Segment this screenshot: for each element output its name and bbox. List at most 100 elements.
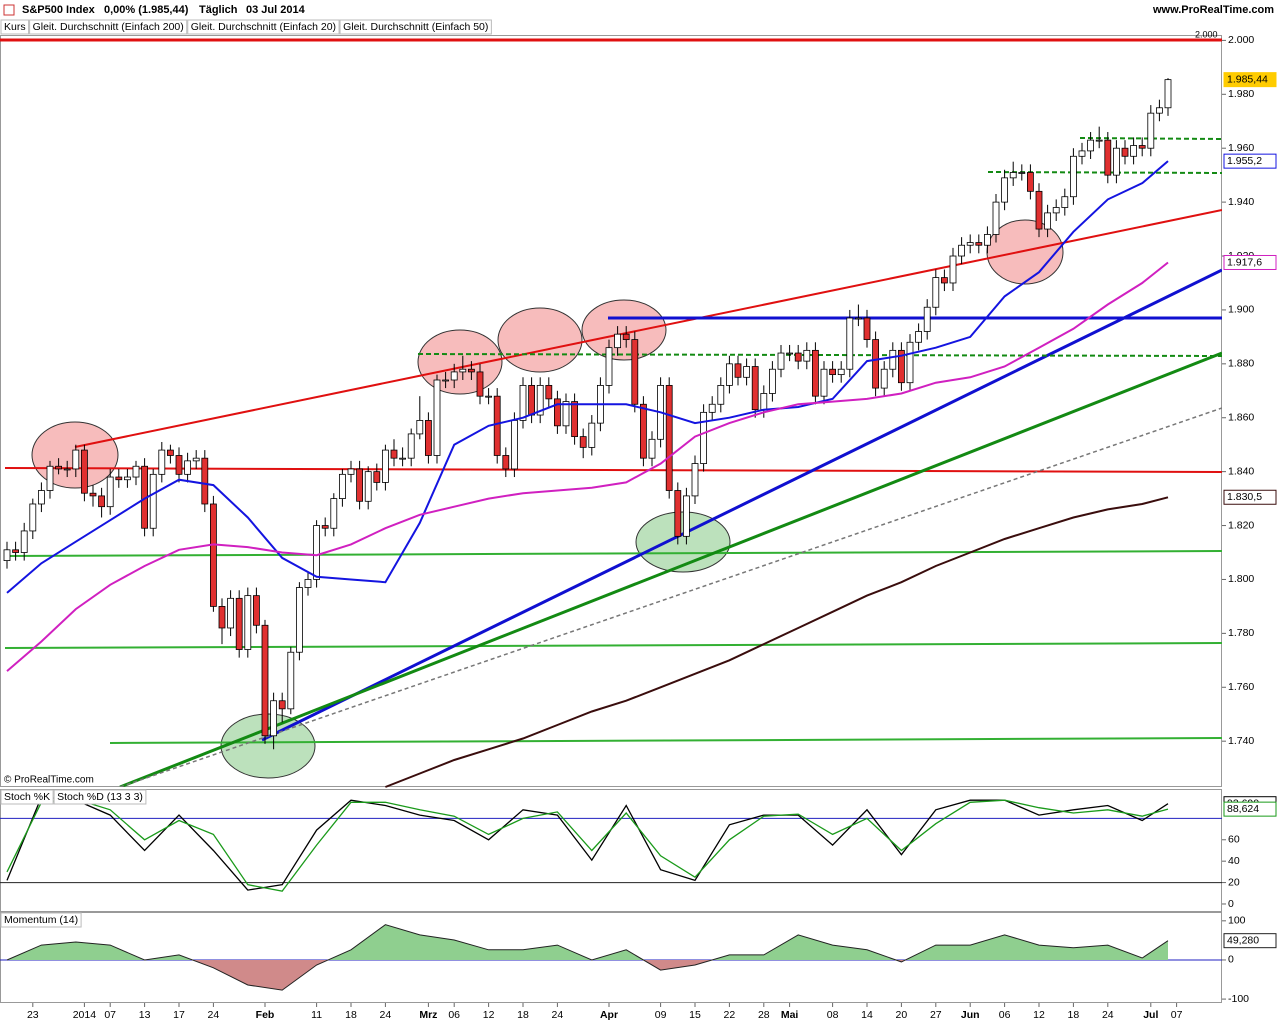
last-value-box [1223, 933, 1277, 949]
candle-body [330, 498, 338, 529]
candle-body [261, 624, 269, 737]
momentum-area-positive [7, 924, 1168, 960]
x-tick-label: 09 [655, 1009, 667, 1021]
candle-body [760, 393, 768, 411]
candle-body [252, 595, 260, 626]
legend-box [187, 19, 340, 35]
candle-body [364, 471, 372, 502]
x-tick-label: 08 [827, 1009, 839, 1021]
candle-body [295, 587, 303, 653]
candle-body [1061, 196, 1069, 208]
candle-body [519, 384, 527, 421]
candle-body [631, 339, 639, 405]
x-tick-label: Jun [961, 1009, 980, 1021]
candle-body [1035, 190, 1043, 230]
x-tick-label: Jul [1143, 1009, 1158, 1021]
candle-body [1027, 172, 1034, 192]
y-tick-label: 20 [1228, 876, 1240, 888]
legend-entry: Gleit. Durchschnitt (Einfach 200) [33, 21, 184, 33]
header-icon [3, 4, 15, 16]
candle-body [218, 606, 226, 629]
trend-line [74, 209, 1222, 448]
panel-1 [0, 796, 1222, 892]
x-tick-label: 24 [208, 1009, 220, 1021]
last-value-box [1223, 72, 1277, 88]
x-tick-label: 2014 [73, 1009, 97, 1021]
candle-body [1113, 147, 1120, 176]
y-tick-label: 1.880 [1228, 358, 1254, 370]
candle-body [166, 449, 174, 456]
level-label: 2.000 [1195, 29, 1218, 39]
candle-body [1104, 139, 1112, 176]
candle-body [502, 455, 510, 470]
highlight-ellipse [581, 299, 667, 361]
x-tick-label: 06 [999, 1009, 1011, 1021]
candle-body [820, 368, 828, 397]
candle-body [717, 384, 725, 405]
last-value-label: 88,624 [1227, 803, 1259, 815]
y-tick-label: 1.980 [1228, 88, 1254, 100]
legend-entry: Kurs [4, 21, 26, 33]
candle-body [1018, 172, 1026, 174]
candle-body [407, 433, 415, 459]
candle-body [244, 595, 252, 650]
candle-body [829, 368, 836, 376]
x-tick-label: 07 [1171, 1009, 1183, 1021]
legend-entry: Gleit. Durchschnitt (Einfach 20) [191, 21, 336, 33]
candle-body [467, 368, 475, 373]
candle-body [3, 549, 11, 561]
candle-body [562, 401, 570, 427]
header-interval: Täglich [199, 4, 238, 16]
candle-body [708, 403, 716, 413]
candle-body [132, 465, 140, 478]
y-tick-label: -100 [1228, 993, 1249, 1005]
header-source: www.ProRealTime.com [1152, 4, 1274, 16]
candle-body [889, 349, 897, 370]
x-tick-label: 23 [27, 1009, 39, 1021]
candle-body [192, 457, 200, 462]
last-value-box [1223, 153, 1277, 169]
candle-body [683, 495, 690, 537]
candle-body [72, 449, 80, 470]
trend-line [119, 407, 1222, 787]
candle-body [726, 363, 733, 386]
legend-box [0, 789, 54, 805]
candle-body [545, 384, 553, 400]
candle-body [124, 476, 131, 481]
legend-box [29, 19, 188, 35]
x-tick-label: 11 [311, 1009, 322, 1021]
candle-body [794, 352, 802, 362]
y-tick-label: 1.800 [1228, 573, 1254, 585]
candle-body [588, 422, 596, 448]
candle-body [321, 525, 329, 529]
header-date: 03 Jul 2014 [246, 4, 306, 16]
candle-body [201, 457, 209, 505]
candle-body [1130, 145, 1137, 157]
x-tick-label: 27 [930, 1009, 942, 1021]
candle-body [932, 277, 940, 308]
x-tick-label: 22 [724, 1009, 736, 1021]
candle-body [442, 379, 450, 382]
candle-body [313, 525, 321, 580]
candle-body [356, 468, 364, 502]
candle-body [399, 457, 407, 460]
x-tick-label: 17 [173, 1009, 185, 1021]
candle-body [1138, 145, 1146, 149]
candle-body [1001, 177, 1008, 203]
y-tick-label: 1.760 [1228, 681, 1254, 693]
candle-body [743, 366, 750, 378]
legend-box [339, 19, 492, 35]
candle-body [528, 384, 535, 416]
y-tick-label: 1.940 [1228, 196, 1254, 208]
y-tick-label: 0 [1228, 954, 1234, 966]
candle-body [966, 242, 974, 246]
candle-body [777, 352, 785, 370]
legend-entry: Stoch %K [4, 791, 50, 803]
candle-body [63, 468, 71, 471]
candle-body [493, 395, 501, 456]
x-tick-label: 24 [1102, 1009, 1114, 1021]
y-tick-label: 1.780 [1228, 627, 1254, 639]
candle-body [278, 700, 286, 710]
